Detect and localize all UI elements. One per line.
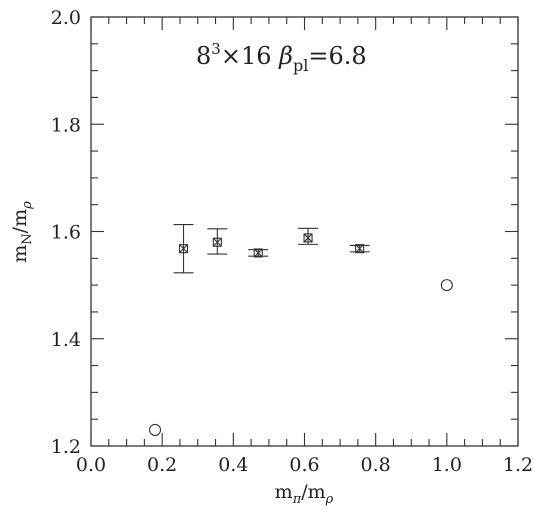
marker-cross-b xyxy=(179,244,188,254)
axis-ticks xyxy=(90,16,519,447)
x-axis-label: mπ/mρ xyxy=(275,481,334,507)
x-tick-label: 0.8 xyxy=(361,454,391,476)
x-tick-label: 0.0 xyxy=(76,454,106,476)
y-tick-labels: 1.2 1.4 1.6 1.8 2.0 xyxy=(51,7,81,458)
data-point xyxy=(173,223,194,274)
x-tick-labels: 0.0 0.2 0.4 0.6 0.8 1.0 1.2 xyxy=(76,454,533,476)
marker-box xyxy=(178,244,189,254)
y-tick-label: 1.6 xyxy=(51,222,81,244)
marker-cross-b xyxy=(212,237,222,247)
y-tick-label: 2.0 xyxy=(51,7,81,29)
marker-box xyxy=(253,248,263,258)
open-circle-point xyxy=(440,279,453,292)
data-point xyxy=(207,228,228,255)
y-tick-label: 1.4 xyxy=(51,329,81,351)
data-point xyxy=(298,227,319,245)
marker-cross-b xyxy=(253,248,263,258)
marker-box xyxy=(355,244,365,254)
x-tick-label: 0.6 xyxy=(289,454,319,476)
marker-cross-b xyxy=(355,244,365,254)
data-point xyxy=(349,244,370,254)
data-point xyxy=(248,248,269,258)
x-tick-label: 0.4 xyxy=(218,454,248,476)
plot-frame xyxy=(90,16,519,447)
y-axis-label: mN/mρ xyxy=(9,201,35,263)
x-tick-label: 1.0 xyxy=(432,454,462,476)
marker-box xyxy=(303,233,313,243)
x-tick-label: 0.2 xyxy=(147,454,177,476)
plot-annotation: 83×16 βpl=6.8 xyxy=(196,40,367,75)
x-tick-label: 1.2 xyxy=(503,454,533,476)
marker-box xyxy=(212,237,222,247)
y-tick-label: 1.2 xyxy=(51,436,81,458)
open-circle-point xyxy=(149,423,162,436)
data-marks xyxy=(149,223,453,436)
marker-cross-b xyxy=(303,233,313,243)
y-tick-label: 1.8 xyxy=(51,114,81,136)
